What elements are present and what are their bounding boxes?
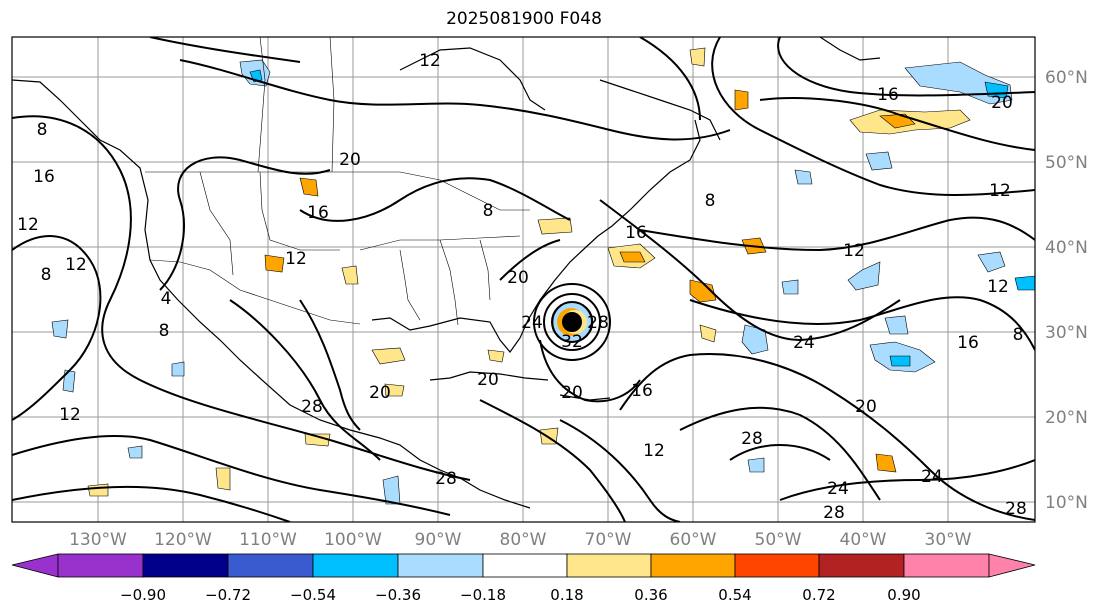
contour-label: 4 bbox=[161, 289, 172, 309]
contour-label: 28 bbox=[587, 313, 609, 333]
lon-label: 80°W bbox=[500, 530, 547, 550]
lon-label: 100°W bbox=[324, 530, 382, 550]
lat-label: 10°N bbox=[1045, 493, 1088, 513]
contour-label: 8 bbox=[1013, 325, 1024, 345]
contour-label: 8 bbox=[41, 265, 52, 285]
colorbar-tick: −0.54 bbox=[290, 586, 336, 604]
contour-label: 20 bbox=[339, 150, 361, 170]
colorbar-tick: 0.36 bbox=[634, 586, 667, 604]
contour-label: 12 bbox=[419, 51, 441, 71]
contour-label: 28 bbox=[301, 397, 323, 417]
lon-label: 60°W bbox=[670, 530, 717, 550]
colorbar-segment bbox=[818, 553, 905, 578]
lon-label: 90°W bbox=[415, 530, 462, 550]
contour-label: 8 bbox=[159, 321, 170, 341]
colorbar-tick: 0.18 bbox=[550, 586, 583, 604]
contour-label: 20 bbox=[507, 268, 529, 288]
lon-label: 40°W bbox=[840, 530, 887, 550]
contour-label: 8 bbox=[37, 120, 48, 140]
contour-label: 28 bbox=[741, 429, 763, 449]
political-borders bbox=[145, 37, 530, 326]
colorbar-segment bbox=[57, 553, 144, 578]
contour-label: 12 bbox=[843, 241, 865, 261]
colorbar-segment bbox=[142, 553, 229, 578]
colorbar-tick: −0.72 bbox=[205, 586, 251, 604]
colorbar-low-extension bbox=[11, 553, 59, 578]
contour-label: 8 bbox=[483, 201, 494, 221]
contour-label: 16 bbox=[625, 223, 647, 243]
contour-label: 28 bbox=[1005, 499, 1027, 519]
contour-label: 28 bbox=[823, 503, 845, 523]
colorbar-segment bbox=[650, 553, 736, 578]
colorbar bbox=[11, 553, 1036, 578]
colorbar-segment bbox=[903, 553, 990, 578]
lon-label: 120°W bbox=[154, 530, 212, 550]
colorbar-segment bbox=[227, 553, 314, 578]
contour-label-group: 8 16 12 12 8 4 8 12 20 16 12 8 12 20 24 … bbox=[17, 51, 1027, 523]
longitude-labels: 130°W 120°W 110°W 100°W 90°W 80°W 70°W 6… bbox=[69, 530, 972, 550]
colorbar-segment bbox=[734, 553, 820, 578]
map-title: 2025081900 F048 bbox=[446, 9, 602, 29]
contour-label: 16 bbox=[631, 381, 653, 401]
contour-label: 12 bbox=[17, 215, 39, 235]
contour-lines bbox=[12, 37, 1035, 522]
contour-label: 28 bbox=[435, 469, 457, 489]
colorbar-tick: 0.72 bbox=[802, 586, 835, 604]
colorbar-tick: 0.90 bbox=[887, 586, 920, 604]
latitude-labels: 60°N 50°N 40°N 30°N 20°N 10°N bbox=[1045, 68, 1088, 513]
hurricane-contours bbox=[533, 283, 611, 361]
lat-label: 50°N bbox=[1045, 153, 1088, 173]
lon-label: 110°W bbox=[239, 530, 297, 550]
contour-label: 20 bbox=[561, 383, 583, 403]
contour-label: 20 bbox=[991, 93, 1013, 113]
lat-label: 20°N bbox=[1045, 408, 1088, 428]
contour-label: 12 bbox=[65, 255, 87, 275]
contour-label: 16 bbox=[877, 85, 899, 105]
contour-label: 24 bbox=[921, 467, 943, 487]
contour-label: 12 bbox=[285, 249, 307, 269]
contour-label: 20 bbox=[477, 370, 499, 390]
colorbar-high-extension bbox=[988, 553, 1036, 578]
colorbar-tick: −0.18 bbox=[460, 586, 506, 604]
contour-label: 16 bbox=[957, 333, 979, 353]
colorbar-segment bbox=[397, 553, 484, 578]
lat-label: 30°N bbox=[1045, 323, 1088, 343]
contour-label: 16 bbox=[307, 203, 329, 223]
colorbar-tick-labels: −0.90 −0.72 −0.54 −0.36 −0.18 0.18 0.36 … bbox=[120, 586, 921, 604]
lon-label: 70°W bbox=[585, 530, 632, 550]
contour-label: 12 bbox=[987, 277, 1009, 297]
contour-label: 20 bbox=[369, 383, 391, 403]
lat-label: 60°N bbox=[1045, 68, 1088, 88]
contour-label: 12 bbox=[643, 441, 665, 461]
colorbar-tick: −0.90 bbox=[120, 586, 166, 604]
contour-label: 12 bbox=[59, 405, 81, 425]
contour-label: 20 bbox=[855, 397, 877, 417]
map-frame bbox=[11, 36, 1036, 523]
contour-label: 24 bbox=[521, 313, 543, 333]
colorbar-tick: −0.36 bbox=[375, 586, 421, 604]
lon-label: 30°W bbox=[925, 530, 972, 550]
contour-label: 16 bbox=[33, 167, 55, 187]
contour-label: 12 bbox=[989, 181, 1011, 201]
colorbar-segment bbox=[566, 553, 652, 578]
lon-label: 50°W bbox=[755, 530, 802, 550]
contour-label: 32 bbox=[561, 332, 583, 352]
colorbar-segment bbox=[482, 553, 568, 578]
contour-label: 24 bbox=[827, 479, 849, 499]
contour-label: 8 bbox=[705, 191, 716, 211]
contour-label: 24 bbox=[793, 333, 815, 353]
lon-label: 130°W bbox=[69, 530, 127, 550]
lat-label: 40°N bbox=[1045, 238, 1088, 258]
colorbar-segment bbox=[312, 553, 399, 578]
colorbar-tick: 0.54 bbox=[718, 586, 751, 604]
